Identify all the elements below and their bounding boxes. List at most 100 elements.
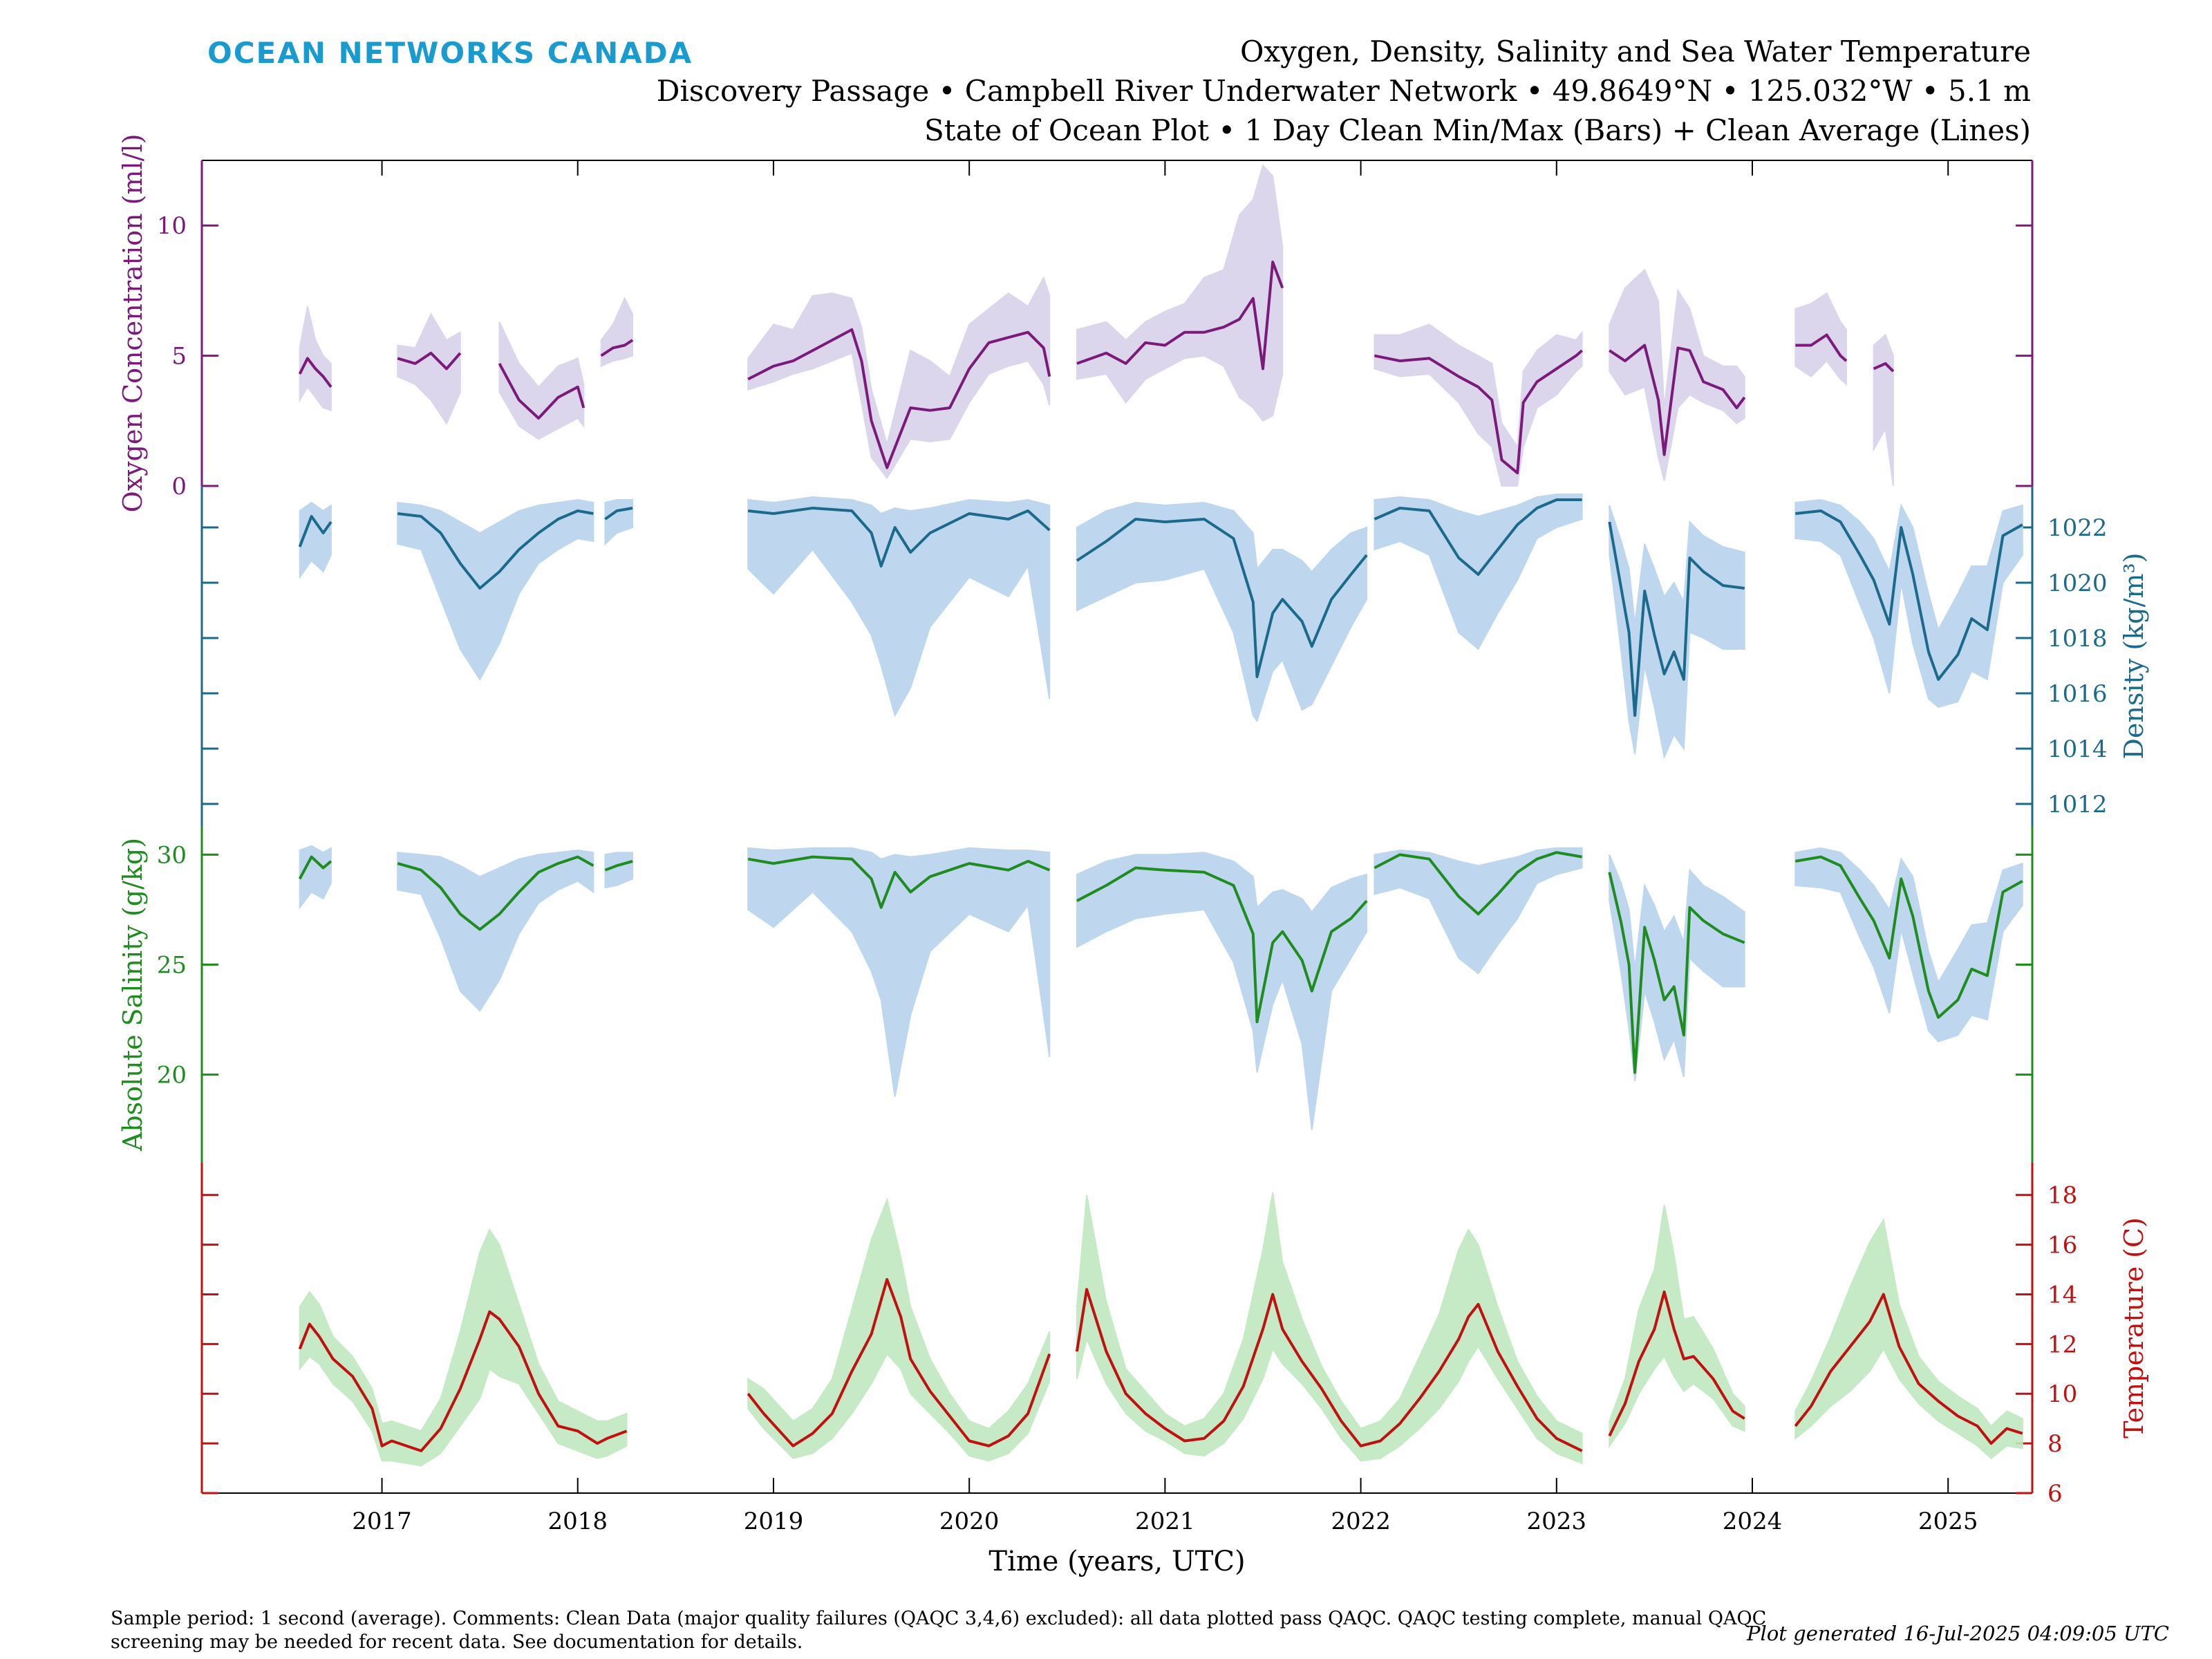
minmax-band-density-2 (604, 499, 634, 546)
average-line-temperature-0 (298, 1310, 628, 1452)
average-line-density-1 (397, 509, 594, 590)
y-tick-label-temperature: 8 (2047, 1430, 2063, 1458)
average-line-temperature-4 (1794, 1293, 2023, 1445)
minmax-band-density-6 (1609, 505, 1745, 760)
chart-subtitle-method: State of Ocean Plot • 1 Day Clean Min/Ma… (924, 113, 2031, 147)
average-line-density-2 (604, 507, 633, 521)
y-tick-label-temperature: 10 (2047, 1380, 2077, 1408)
x-tick-label: 2022 (1331, 1508, 1391, 1535)
average-line-density-4 (1076, 518, 1368, 678)
x-tick-label: 2018 (547, 1508, 608, 1535)
minmax-band-oxygen-3 (600, 297, 634, 368)
average-line-oxygen-4 (747, 328, 1051, 469)
y-axis-label-temperature: Temperature (C) (2119, 1217, 2149, 1438)
minmax-band-density-7 (1794, 498, 2023, 709)
average-line-oxygen-6 (1374, 349, 1583, 475)
average-line-salinity-5 (1374, 851, 1582, 916)
minmax-band-oxygen-7 (1609, 268, 1745, 481)
average-line-salinity-1 (397, 855, 594, 931)
y-tick-label-density: 1014 (2047, 735, 2108, 763)
x-tick-label: 2021 (1135, 1508, 1195, 1535)
minmax-band-salinity-2 (604, 852, 634, 889)
x-tick-label: 2025 (1918, 1508, 1978, 1535)
y-tick-label-oxygen: 5 (171, 343, 187, 371)
chart-title: Oxygen, Density, Salinity and Sea Water … (1240, 35, 2031, 68)
minmax-band-salinity-7 (1794, 847, 2023, 1043)
y-tick-label-density: 1012 (2047, 791, 2108, 818)
average-line-salinity-4 (1076, 866, 1368, 1024)
average-line-density-6 (1608, 521, 1745, 717)
x-tick-label: 2023 (1527, 1508, 1587, 1535)
average-line-oxygen-5 (1076, 261, 1284, 371)
average-line-oxygen-3 (600, 339, 634, 357)
average-line-density-5 (1374, 498, 1582, 576)
footer-note: Sample period: 1 second (average). Comme… (111, 1608, 1767, 1653)
minmax-band-oxygen-5 (1076, 164, 1284, 422)
y-tick-label-temperature: 18 (2047, 1182, 2077, 1210)
y-tick-label-temperature: 12 (2047, 1331, 2077, 1358)
average-line-salinity-3 (747, 855, 1051, 909)
chart-title-block: Oxygen, Density, Salinity and Sea Water … (657, 32, 2031, 150)
y-tick-label-density: 1016 (2047, 680, 2108, 708)
minmax-band-density-5 (1374, 494, 1583, 650)
average-line-density-3 (747, 507, 1051, 568)
x-tick-label: 2020 (939, 1508, 1000, 1535)
minmax-band-temperature-1 (747, 1197, 1051, 1462)
average-line-temperature-1 (747, 1277, 1051, 1447)
minmax-band-temperature-3 (1609, 1204, 1745, 1448)
minmax-band-density-3 (747, 496, 1051, 718)
minmax-band-salinity-4 (1076, 852, 1368, 1130)
average-line-oxygen-2 (498, 362, 585, 420)
minmax-band-oxygen-6 (1374, 324, 1583, 487)
y-axis-label-density: Density (kg/m³) (2119, 553, 2149, 760)
minmax-band-temperature-4 (1794, 1217, 2023, 1460)
y-tick-label-density: 1020 (2047, 570, 2108, 597)
minmax-band-oxygen-9 (1873, 333, 1894, 487)
x-axis-label: Time (years, UTC) (988, 1546, 1245, 1577)
average-line-salinity-2 (604, 859, 633, 872)
y-axis-label-salinity: Absolute Salinity (g/kg) (118, 838, 148, 1152)
chart-subtitle-location: Discovery Passage • Campbell River Under… (656, 74, 2031, 108)
x-tick-label: 2024 (1723, 1508, 1783, 1535)
minmax-band-temperature-2 (1076, 1192, 1583, 1465)
average-line-oxygen-9 (1873, 362, 1895, 373)
y-tick-label-oxygen: 0 (171, 473, 187, 500)
minmax-band-salinity-5 (1374, 847, 1583, 975)
y-tick-label-density: 1022 (2047, 514, 2108, 542)
y-tick-label-temperature: 14 (2047, 1281, 2077, 1309)
minmax-band-salinity-6 (1609, 854, 1745, 1082)
minmax-band-density-4 (1076, 501, 1368, 723)
y-tick-label-salinity: 25 (157, 952, 187, 980)
minmax-band-density-0 (299, 501, 332, 580)
y-tick-label-salinity: 20 (157, 1062, 187, 1089)
brand-logo: OCEAN NETWORKS CANADA (207, 36, 693, 70)
average-line-temperature-2 (1075, 1288, 1583, 1452)
footer-generated: Plot generated 16-Jul-2025 04:09:05 UTC (1747, 1622, 2169, 1645)
average-line-oxygen-0 (298, 357, 332, 388)
average-line-density-7 (1795, 509, 2023, 681)
x-tick-label: 2019 (744, 1508, 804, 1535)
average-line-temperature-3 (1608, 1290, 1745, 1437)
minmax-band-salinity-3 (747, 847, 1051, 1097)
minmax-band-density-1 (397, 498, 594, 681)
minmax-band-oxygen-1 (397, 312, 461, 425)
average-line-salinity-7 (1794, 855, 2023, 1019)
minmax-band-oxygen-4 (747, 276, 1051, 480)
average-line-salinity-6 (1608, 872, 1745, 1074)
average-line-density-0 (298, 515, 332, 547)
average-line-oxygen-1 (397, 351, 462, 371)
y-tick-label-density: 1018 (2047, 625, 2108, 653)
x-tick-label: 2017 (352, 1508, 412, 1535)
y-tick-label-temperature: 6 (2047, 1480, 2063, 1508)
average-line-oxygen-7 (1609, 344, 1746, 456)
minmax-band-salinity-1 (397, 849, 594, 1012)
minmax-band-oxygen-0 (299, 306, 332, 412)
average-line-oxygen-8 (1795, 333, 1848, 362)
y-axis-label-oxygen: Oxygen Concentration (ml/l) (118, 134, 148, 513)
y-tick-label-salinity: 30 (157, 841, 187, 869)
minmax-band-oxygen-2 (498, 321, 585, 440)
average-line-salinity-0 (298, 855, 332, 880)
y-tick-label-oxygen: 10 (157, 212, 187, 240)
